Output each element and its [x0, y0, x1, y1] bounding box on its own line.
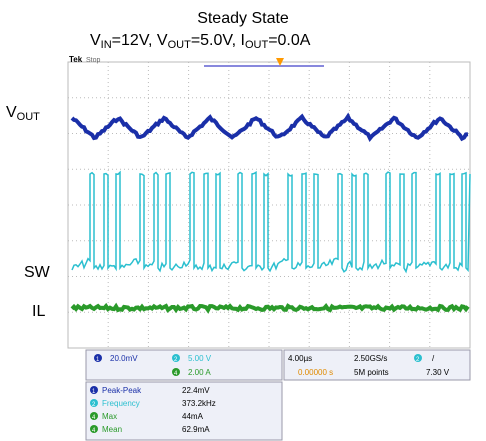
- page: Steady State VIN=12V, VOUT=5.0V, IOUT=0.…: [0, 0, 486, 441]
- state: Stop: [86, 57, 101, 64]
- meas-name: Peak-Peak: [102, 386, 142, 395]
- label-vout: VOUT: [6, 104, 40, 123]
- cond-sub: IN: [101, 39, 112, 51]
- meas-value: 62.9mA: [182, 425, 210, 434]
- cond: =0.0A: [268, 32, 310, 49]
- ch-scale: 5.00 V: [188, 354, 212, 363]
- meas-value: 44mA: [182, 412, 204, 421]
- ch-scale: 20.0mV: [110, 354, 138, 363]
- scope-screen: Tek Stop 1 20.0mV 2 5.00 V 4 2.00 A 4.00…: [64, 56, 484, 441]
- label-sw: SW: [24, 264, 50, 282]
- rate: 2.50GS/s: [354, 354, 387, 363]
- meas-name: Mean: [102, 425, 122, 434]
- label-il: IL: [32, 303, 45, 321]
- cond-sub: OUT: [168, 39, 191, 51]
- title: Steady State: [0, 10, 486, 28]
- cond-sub: OUT: [245, 39, 268, 51]
- conditions: VIN=12V, VOUT=5.0V, IOUT=0.0A: [90, 32, 310, 51]
- record: 5M points: [354, 368, 389, 377]
- label: V: [6, 104, 17, 121]
- cond: V: [157, 32, 168, 49]
- meas-name: Max: [102, 412, 117, 421]
- brand: Tek: [69, 56, 83, 64]
- position: 0.00000 s: [298, 368, 333, 377]
- cond: =12V,: [112, 32, 157, 49]
- trig-level: 7.30 V: [426, 368, 450, 377]
- meas-name: Frequency: [102, 399, 140, 408]
- cond: V: [90, 32, 101, 49]
- meas-value: 22.4mV: [182, 386, 210, 395]
- timebase: 4.00µs: [288, 354, 312, 363]
- label-sub: OUT: [17, 111, 40, 123]
- ch-scale: 2.00 A: [188, 368, 211, 377]
- meas-value: 373.2kHz: [182, 399, 216, 408]
- cond: =5.0V,: [191, 32, 241, 49]
